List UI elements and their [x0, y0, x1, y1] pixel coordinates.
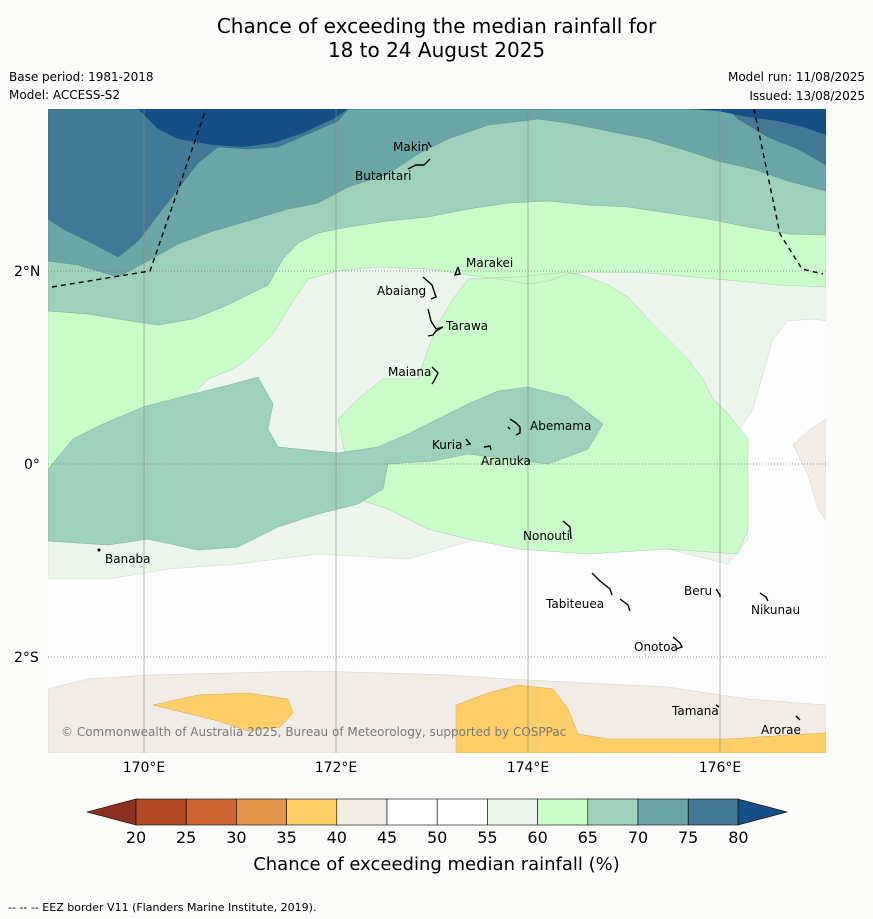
- colorbar-cell: [436, 798, 488, 826]
- label-butaritari: Butaritari: [355, 169, 412, 183]
- lon-tick-170e: 170°E: [122, 760, 166, 776]
- chart-title-line2: 18 to 24 August 2025: [327, 38, 546, 62]
- rainfall-map: Makin Butaritari Marakei Abaiang Tarawa …: [48, 109, 826, 753]
- model-name: Model: ACCESS-S2: [9, 88, 121, 102]
- colorbar-cell: [185, 798, 237, 826]
- colorbar: [85, 798, 789, 826]
- colorbar-label: 55: [477, 828, 498, 847]
- label-marakei: Marakei: [466, 256, 513, 270]
- island-onotoa: [672, 636, 683, 650]
- island-abemama: [509, 418, 521, 436]
- label-nikunau: Nikunau: [751, 603, 800, 617]
- map-canvas: Makin Butaritari Marakei Abaiang Tarawa …: [48, 109, 826, 753]
- island-kuria: [465, 438, 472, 446]
- colorbar-title: Chance of exceeding median rainfall (%): [253, 854, 620, 875]
- colorbar-label: 30: [226, 828, 247, 847]
- colorbar-label: 50: [427, 828, 448, 847]
- island-abaiang: [422, 276, 437, 300]
- colorbar-cell: [286, 798, 338, 826]
- colorbar-label: 35: [276, 828, 297, 847]
- eez-legend-note: -- -- -- EEZ border V11 (Flanders Marine…: [8, 901, 317, 914]
- copyright-notice: © Commonwealth of Australia 2025, Bureau…: [61, 725, 566, 739]
- label-abaiang: Abaiang: [377, 284, 426, 298]
- colorbar-label: 70: [627, 828, 649, 847]
- colorbar-over-arrow: [737, 798, 789, 826]
- chart-title-line1: Chance of exceeding the median rainfall …: [216, 14, 657, 38]
- band-40-south: [48, 670, 826, 753]
- island-tamana: [715, 704, 720, 708]
- island-aranuka: [483, 445, 492, 451]
- island-marakei: [453, 266, 461, 276]
- colorbar-label: 20: [125, 828, 147, 847]
- label-tarawa: Tarawa: [445, 319, 488, 333]
- island-nonouti: [562, 520, 572, 540]
- issued-date: Issued: 13/08/2025: [749, 89, 865, 103]
- island-butaritari: [407, 158, 431, 170]
- label-nonouti: Nonouti: [523, 529, 570, 543]
- island-maiana: [431, 366, 439, 385]
- colorbar-label: 25: [176, 828, 197, 847]
- colorbar-under-arrow: [85, 798, 137, 826]
- colorbar-label: 40: [326, 828, 347, 847]
- island-beru: [715, 588, 721, 597]
- lat-tick-2n: 2°N: [14, 264, 41, 280]
- lat-tick-0: 0°: [24, 457, 40, 473]
- base-period: Base period: 1981-2018: [9, 70, 154, 84]
- colorbar-label: 60: [527, 828, 548, 847]
- label-banaba: Banaba: [105, 552, 151, 566]
- island-nikunau: [759, 592, 769, 602]
- colorbar-cell: [236, 798, 287, 826]
- label-maiana: Maiana: [388, 365, 431, 379]
- label-onotoa: Onotoa: [634, 640, 678, 654]
- island-tarawa: [427, 308, 444, 337]
- label-makin: Makin: [393, 140, 429, 154]
- island-tabiteuea: [591, 572, 631, 612]
- model-run: Model run: 11/08/2025: [727, 70, 865, 84]
- band-40-east: [792, 418, 826, 522]
- label-beru: Beru: [684, 584, 712, 598]
- latitude-gridlines: [48, 270, 826, 658]
- colorbar-cell: [587, 798, 639, 826]
- island-outlines: [97, 141, 801, 721]
- lon-tick-172e: 172°E: [314, 760, 358, 776]
- colorbar-cell: [537, 798, 589, 826]
- lon-tick-176e: 176°E: [698, 760, 742, 776]
- eez-border: [51, 109, 824, 288]
- colorbar-cell: [386, 798, 438, 826]
- lat-tick-2s: 2°S: [14, 650, 39, 666]
- longitude-gridlines: [143, 109, 721, 753]
- colorbar-cell: [135, 798, 187, 826]
- island-arorae: [795, 715, 801, 721]
- colorbar-cell: [687, 798, 739, 826]
- island-abemama-islet: [507, 426, 511, 430]
- label-kuria: Kuria: [432, 438, 463, 452]
- colorbar-label: 65: [577, 828, 598, 847]
- colorbar-cells: [135, 798, 739, 826]
- colorbar-label: 80: [728, 828, 749, 847]
- island-banaba: [97, 548, 101, 552]
- label-aranuka: Aranuka: [481, 454, 531, 468]
- label-abemama: Abemama: [530, 419, 591, 433]
- label-tamana: Tamana: [671, 704, 719, 718]
- label-tabiteuea: Tabiteuea: [545, 597, 604, 611]
- colorbar-label: 45: [376, 828, 398, 847]
- label-arorae: Arorae: [761, 723, 801, 737]
- lon-tick-174e: 174°E: [506, 760, 550, 776]
- band-80: [138, 109, 826, 147]
- band-70: [48, 109, 826, 278]
- colorbar-cell: [336, 798, 388, 826]
- band-35-south: [455, 684, 826, 753]
- colorbar-cell: [487, 798, 538, 826]
- colorbar-cell: [637, 798, 689, 826]
- colorbar-label: 75: [678, 828, 699, 847]
- island-makin: [427, 141, 432, 148]
- band-35-west: [152, 692, 294, 732]
